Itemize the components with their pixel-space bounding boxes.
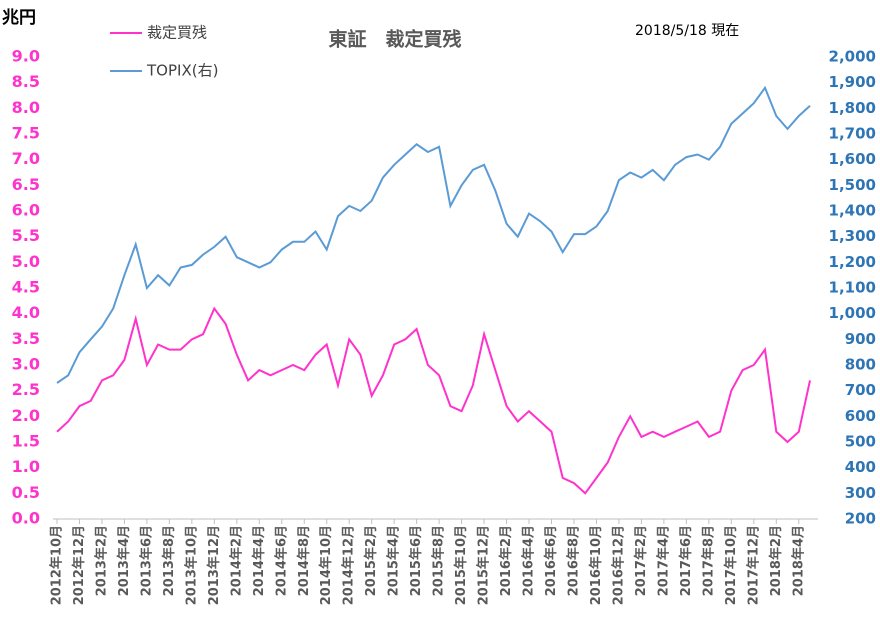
y-tick-label: 5.5 [12, 226, 40, 245]
x-tick-label: 2014年2月 [228, 525, 244, 596]
x-tick-label: 2017年10月 [723, 525, 739, 605]
y-tick-label: 8.5 [12, 72, 40, 91]
y2-tick-label: 1,300 [829, 227, 876, 245]
y2-tick-label: 1,900 [829, 73, 876, 91]
y-tick-label: 3.5 [12, 329, 40, 348]
x-tick-label: 2015年12月 [476, 525, 492, 605]
x-tick-label: 2017年2月 [633, 525, 649, 596]
y2-tick-label: 1,000 [829, 304, 876, 322]
y2-tick-label: 1,700 [829, 125, 876, 143]
y2-tick-label: 300 [845, 484, 876, 502]
y-tick-label: 0.5 [12, 483, 40, 502]
x-tick-label: 2015年2月 [363, 525, 379, 596]
x-tick-label: 2015年6月 [408, 525, 424, 596]
y-tick-label: 7.0 [12, 149, 40, 168]
x-tick-label: 2013年6月 [138, 525, 154, 596]
y2-tick-label: 1,400 [829, 202, 876, 220]
series-line [56, 85, 811, 384]
legend-label: TOPIX(右) [146, 62, 218, 80]
x-tick-label: 2014年6月 [273, 525, 289, 596]
x-tick-label: 2012年12月 [71, 525, 87, 605]
series-line [56, 306, 811, 495]
y2-tick-label: 800 [845, 356, 876, 374]
x-tick-label: 2016年2月 [498, 525, 514, 596]
x-tick-label: 2013年10月 [183, 525, 199, 605]
y-tick-label: 2.0 [12, 406, 40, 425]
x-tick-label: 2013年8月 [161, 525, 177, 596]
chart-subtitle: 2018/5/18 現在 [635, 23, 739, 39]
y-tick-label: 3.0 [12, 355, 40, 374]
x-tick-label: 2013年4月 [116, 525, 132, 596]
x-tick-label: 2014年12月 [341, 525, 357, 605]
y-tick-label: 0.0 [12, 509, 40, 528]
y2-tick-label: 1,600 [829, 150, 876, 168]
x-tick-label: 2016年12月 [610, 525, 626, 605]
x-tick-label: 2018年4月 [790, 525, 806, 596]
x-tick-label: 2015年8月 [431, 525, 447, 596]
y2-tick-label: 900 [845, 330, 876, 348]
y-tick-label: 1.0 [12, 457, 40, 476]
y2-tick-label: 400 [845, 458, 876, 476]
y2-tick-label: 1,100 [829, 279, 876, 297]
x-tick-label: 2017年12月 [745, 525, 761, 605]
y-tick-label: 4.5 [12, 278, 40, 297]
x-tick-label: 2016年6月 [543, 525, 559, 596]
y2-tick-label: 2,000 [829, 48, 876, 66]
y-tick-label: 5.0 [12, 252, 40, 271]
x-tick-label: 2018年2月 [768, 525, 784, 596]
x-tick-label: 2013年12月 [206, 525, 222, 605]
x-tick-label: 2016年10月 [588, 525, 604, 605]
y-tick-label: 6.5 [12, 175, 40, 194]
y-tick-label: 1.5 [12, 432, 40, 451]
y2-tick-label: 200 [845, 510, 876, 528]
x-tick-label: 2014年10月 [318, 525, 334, 605]
y-tick-label: 8.0 [12, 98, 40, 117]
y2-tick-label: 500 [845, 433, 876, 451]
chart-title: 東証 裁定買残 [328, 28, 461, 51]
x-tick-label: 2012年10月 [49, 525, 65, 605]
y-tick-label: 2.5 [12, 380, 40, 399]
x-tick-label: 2017年8月 [700, 525, 716, 596]
y2-tick-label: 700 [845, 381, 876, 399]
y-tick-label: 9.0 [12, 47, 40, 66]
y-axis-unit: 兆円 [2, 8, 36, 28]
legend-label: 裁定買残 [147, 24, 207, 42]
y2-tick-label: 1,800 [829, 99, 876, 117]
y2-tick-label: 1,500 [829, 176, 876, 194]
x-tick-label: 2017年6月 [678, 525, 694, 596]
y-tick-label: 4.0 [12, 303, 40, 322]
x-tick-label: 2016年4月 [521, 525, 537, 596]
y2-tick-label: 600 [845, 407, 876, 425]
y2-tick-label: 1,200 [829, 253, 876, 271]
x-tick-label: 2017年4月 [655, 525, 671, 596]
x-tick-label: 2016年8月 [565, 525, 581, 596]
x-tick-label: 2014年4月 [251, 525, 267, 596]
x-tick-label: 2013年2月 [93, 525, 109, 596]
y-tick-label: 6.0 [12, 201, 40, 220]
y-tick-label: 7.5 [12, 124, 40, 143]
x-tick-label: 2015年10月 [453, 525, 469, 605]
x-tick-label: 2015年4月 [386, 525, 402, 596]
x-tick-label: 2014年8月 [296, 525, 312, 596]
